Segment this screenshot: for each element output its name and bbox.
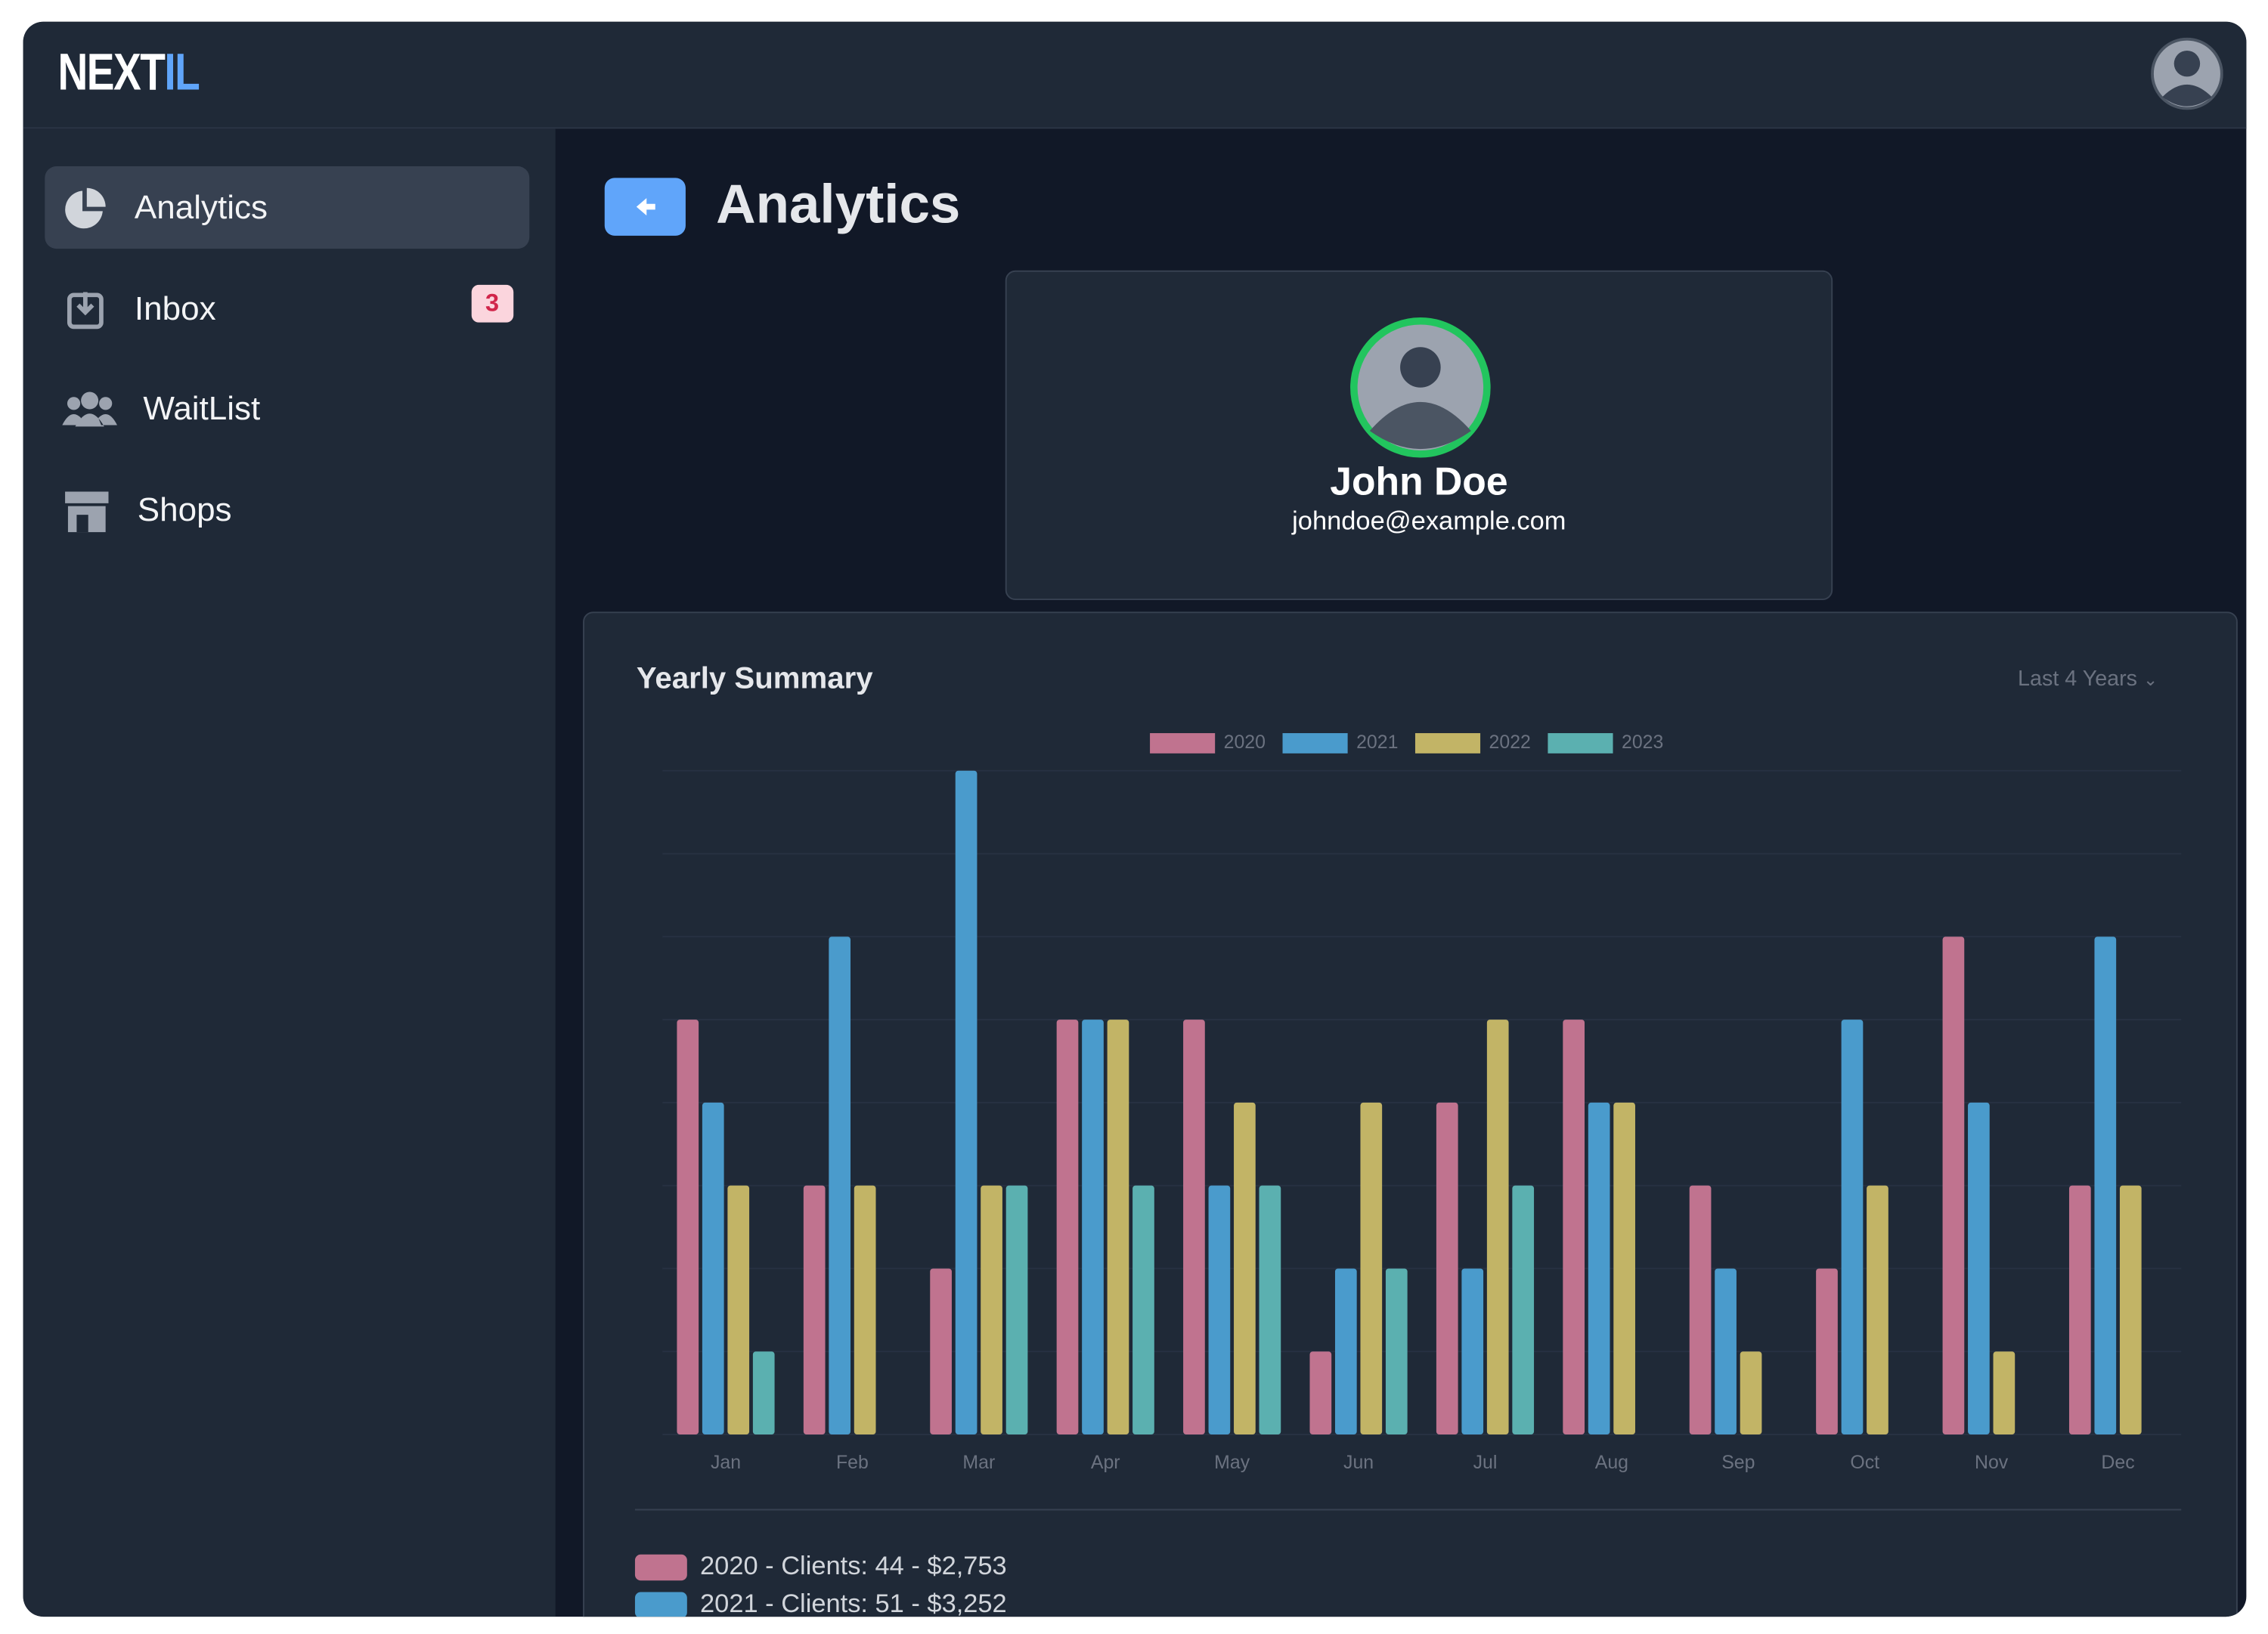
icon [636, 198, 655, 216]
legend-swatch [1282, 733, 1348, 754]
legend-label: 2023 [1622, 732, 1663, 753]
bar [1234, 1102, 1256, 1434]
nav-label: Shops [137, 490, 232, 528]
bar [829, 936, 851, 1434]
brand-accent: IL [164, 42, 200, 101]
x-tick-label: Jan [711, 1452, 741, 1473]
legend-swatch [1414, 733, 1481, 754]
x-tick-label: Nov [1975, 1452, 2009, 1473]
bar [1486, 1020, 1509, 1434]
bar [1715, 1268, 1737, 1434]
bar [930, 1268, 952, 1434]
bar [1993, 1351, 2015, 1434]
user-avatar[interactable] [2151, 37, 2223, 110]
bar [1309, 1351, 1332, 1434]
bar [1385, 1268, 1408, 1434]
bar [1259, 1185, 1281, 1434]
legend-swatch [1150, 733, 1216, 754]
bar [2094, 936, 2117, 1434]
icon [62, 391, 117, 426]
bar [1563, 1020, 1585, 1434]
profile-name: John Doe [1330, 460, 1508, 503]
nav-label: Inbox [134, 289, 216, 327]
icon [67, 291, 104, 329]
bar [1461, 1268, 1484, 1434]
page-title: Analytics [716, 175, 961, 236]
bar [1740, 1351, 1762, 1434]
bar [1208, 1185, 1231, 1434]
bar [1867, 1185, 1888, 1434]
x-tick-label: Mar [962, 1452, 995, 1473]
bar-chart: Jan Feb Mar Apr May Jun Jul Aug Sep Oct Nov Dec 2020… [634, 732, 2182, 1617]
x-tick-label: Apr [1091, 1452, 1120, 1473]
app-window: NEXTIL Analytics Inbox 3 WaitList Shops … [23, 21, 2247, 1617]
x-tick-label: Sep [1721, 1452, 1755, 1473]
bar [677, 1020, 699, 1434]
profile-card: John Doe johndoe@example.com [1005, 270, 1833, 601]
nav-label: Analytics [134, 187, 268, 226]
x-tick-label: Dec [2101, 1452, 2134, 1473]
nav-item[interactable]: Inbox 3 [45, 268, 529, 350]
x-tick-label: Jul [1473, 1452, 1498, 1473]
legend-swatch [1548, 733, 1613, 754]
bar [752, 1351, 775, 1434]
x-tick-label: Jun [1343, 1452, 1374, 1473]
legend-label: 2020 [1224, 732, 1266, 753]
bar [981, 1185, 1002, 1434]
badge: 3 [470, 284, 514, 323]
bar [1968, 1102, 1990, 1434]
profile-avatar [1350, 317, 1491, 458]
bar [2068, 1185, 2091, 1434]
nav-item[interactable]: Analytics [45, 166, 530, 249]
bar [1436, 1102, 1458, 1434]
card-title: Yearly Summary [636, 662, 873, 696]
bar [1613, 1102, 1635, 1434]
x-tick-label: Feb [836, 1452, 869, 1473]
back-button[interactable] [604, 178, 686, 236]
x-tick-label: May [1214, 1452, 1250, 1473]
bar [702, 1102, 724, 1434]
bar [1841, 1020, 1864, 1434]
bar [727, 1185, 750, 1434]
bar [1942, 936, 1965, 1434]
x-tick-label: Aug [1595, 1452, 1628, 1473]
dropdown-label: Last 4 Years [2018, 667, 2138, 692]
bar [955, 770, 978, 1434]
x-tick-label: Oct [1850, 1452, 1879, 1473]
nav-item[interactable]: WaitList [45, 367, 529, 450]
bar [1082, 1020, 1104, 1434]
summary-row: 2021 - Clients: 51 - $3,252 [700, 1589, 1007, 1617]
range-dropdown[interactable]: Last 4 Years ⌄ [2018, 667, 2158, 692]
bar [1588, 1102, 1610, 1434]
summary-swatch [634, 1592, 687, 1617]
bar [1056, 1020, 1079, 1434]
bar [1360, 1102, 1383, 1434]
nav-label: WaitList [143, 388, 261, 427]
nav-item[interactable]: Shops [45, 469, 529, 551]
brand-logo[interactable]: NEXTIL [58, 42, 200, 102]
bar [1512, 1185, 1535, 1434]
sidebar: Analytics Inbox 3 WaitList Shops [23, 128, 556, 1617]
bar [1334, 1268, 1357, 1434]
bar [2119, 1185, 2142, 1434]
summary-row: 2020 - Clients: 44 - $2,753 [700, 1552, 1007, 1580]
legend-label: 2022 [1489, 732, 1531, 753]
bar [1816, 1268, 1838, 1434]
bar [803, 1185, 826, 1434]
bar [1107, 1020, 1129, 1434]
bar [1183, 1020, 1205, 1434]
summary-swatch [634, 1554, 687, 1581]
bar [1132, 1185, 1154, 1434]
profile-email: johndoe@example.com [1292, 506, 1566, 535]
top-bar: NEXTIL [23, 21, 2247, 129]
bar [1689, 1185, 1712, 1434]
icon [65, 187, 106, 228]
brand-main: NEXT [57, 42, 166, 101]
legend-label: 2021 [1356, 732, 1398, 753]
icon [65, 491, 109, 532]
bar [1005, 1185, 1028, 1434]
bar [854, 1185, 876, 1434]
